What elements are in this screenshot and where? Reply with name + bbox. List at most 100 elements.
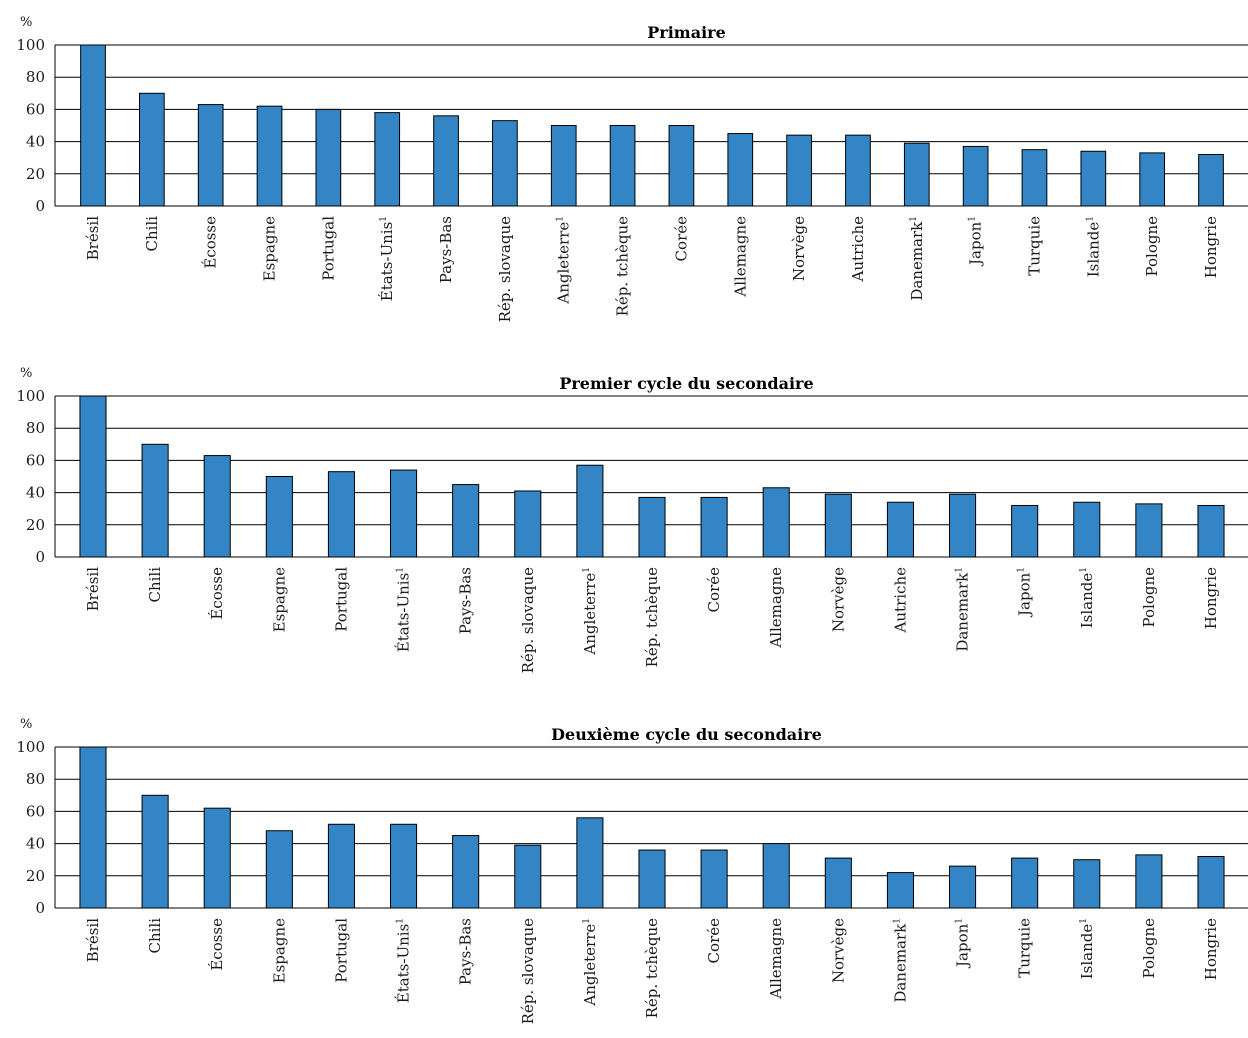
bar <box>668 125 695 207</box>
bar <box>845 134 871 207</box>
category-name: Écosse <box>208 918 226 971</box>
x-tick-label: Allemagne <box>731 216 749 298</box>
x-tick-label: Islande1 <box>1084 216 1102 277</box>
bar <box>1073 501 1101 558</box>
bar <box>390 823 418 909</box>
category-name: Japon <box>954 923 972 969</box>
category-name: Brésil <box>84 918 102 963</box>
category-name: Danemark <box>891 923 909 1003</box>
category-name: Corée <box>705 567 723 613</box>
bar <box>80 44 106 207</box>
bar <box>962 145 989 207</box>
y-unit-label: % <box>20 366 32 381</box>
bar <box>514 490 542 558</box>
x-tick-label: Chili <box>146 918 164 954</box>
chart-panel-3: 0 20 40 60 80 100% Deuxième cycle du secondair… <box>16 717 1248 1024</box>
category-name: Chili <box>143 216 161 252</box>
category-name: Allemagne <box>767 918 785 1000</box>
category-name: Autriche <box>849 216 867 283</box>
x-tick-label: Autriche <box>849 216 867 283</box>
y-tick-label: 20 <box>26 867 45 885</box>
category-name: Brésil <box>84 216 102 261</box>
footnote-marker: 1 <box>1079 918 1089 924</box>
x-tick-label: Pologne <box>1140 918 1158 979</box>
chart-title: Primaire <box>647 23 726 42</box>
category-name: Turquie <box>1016 918 1034 978</box>
category-name: Chili <box>146 918 164 954</box>
bar <box>514 844 542 909</box>
bar <box>638 849 666 909</box>
y-tick-label: 20 <box>26 516 45 534</box>
x-tick-label: Pays-Bas <box>437 216 455 283</box>
x-tick-label: Portugal <box>319 216 337 281</box>
category-name: États-Unis <box>395 924 413 1004</box>
x-tick-label: Rép. slovaque <box>519 918 537 1025</box>
bar <box>609 125 636 207</box>
x-tick-label: Turquie <box>1025 216 1043 276</box>
y-tick-label: 60 <box>26 802 45 820</box>
bar <box>327 823 355 909</box>
x-tick-label: Pays-Bas <box>457 918 475 985</box>
category-name: Portugal <box>319 216 337 281</box>
footnote-marker: 1 <box>1017 567 1027 573</box>
category-name: Norvège <box>829 918 847 983</box>
category-name: Rép. slovaque <box>519 567 537 674</box>
footnote-marker: 1 <box>955 918 965 924</box>
footnote-marker: 1 <box>909 216 919 222</box>
x-tick-label: Norvège <box>790 216 808 281</box>
bar <box>638 496 666 558</box>
bar <box>327 471 355 558</box>
footnote-marker: 1 <box>396 918 406 924</box>
category-name: Hongrie <box>1202 216 1220 278</box>
x-tick-label: Danemark1 <box>908 216 926 301</box>
x-tick-label: Turquie <box>1016 918 1034 978</box>
category-name: Turquie <box>1025 216 1043 276</box>
bar <box>452 484 480 558</box>
category-name: Hongrie <box>1202 918 1220 980</box>
y-tick-label: 60 <box>26 451 45 469</box>
footnote-marker: 1 <box>955 567 965 573</box>
x-tick-label: Corée <box>705 918 723 964</box>
x-tick-label: Danemark1 <box>954 567 972 652</box>
bar <box>433 115 459 207</box>
bar <box>1135 854 1163 909</box>
category-name: Japon <box>1016 572 1034 618</box>
category-name: Brésil <box>84 567 102 612</box>
y-tick-label: 20 <box>26 165 45 183</box>
category-name: Pologne <box>1140 918 1158 979</box>
footnote-marker: 1 <box>379 216 389 222</box>
category-name: Espagne <box>261 216 279 281</box>
x-tick-label: Allemagne <box>767 567 785 649</box>
x-tick-label: Pologne <box>1140 567 1158 628</box>
footnote-marker: 1 <box>582 918 592 924</box>
x-tick-label: Allemagne <box>767 918 785 1000</box>
category-name: Corée <box>705 918 723 964</box>
y-tick-label: 80 <box>26 68 45 86</box>
y-unit-label: % <box>20 15 32 30</box>
category-name: États-Unis <box>378 222 396 302</box>
x-tick-label: Hongrie <box>1202 567 1220 629</box>
x-tick-label: Danemark1 <box>891 918 909 1003</box>
x-tick-label: Rép. slovaque <box>496 216 514 323</box>
y-unit-label: % <box>20 717 32 732</box>
category-name: Allemagne <box>767 567 785 649</box>
category-name: Japon <box>967 221 985 267</box>
x-tick-label: Rép. tchèque <box>614 216 632 317</box>
bar <box>1073 859 1101 909</box>
category-name: Norvège <box>790 216 808 281</box>
bar <box>824 493 852 558</box>
category-name: Portugal <box>332 918 350 983</box>
y-tick-label: 0 <box>35 548 45 566</box>
y-tick-label: 100 <box>16 738 45 756</box>
bar <box>576 817 604 909</box>
bar <box>374 112 401 207</box>
bar <box>762 843 790 909</box>
category-name: Pologne <box>1143 216 1161 277</box>
category-name: Rép. slovaque <box>519 918 537 1025</box>
category-name: Angleterre <box>581 924 599 1007</box>
bar <box>1197 855 1225 909</box>
x-tick-label: Rép. slovaque <box>519 567 537 674</box>
x-tick-label: Portugal <box>332 918 350 983</box>
y-tick-label: 100 <box>16 387 45 405</box>
